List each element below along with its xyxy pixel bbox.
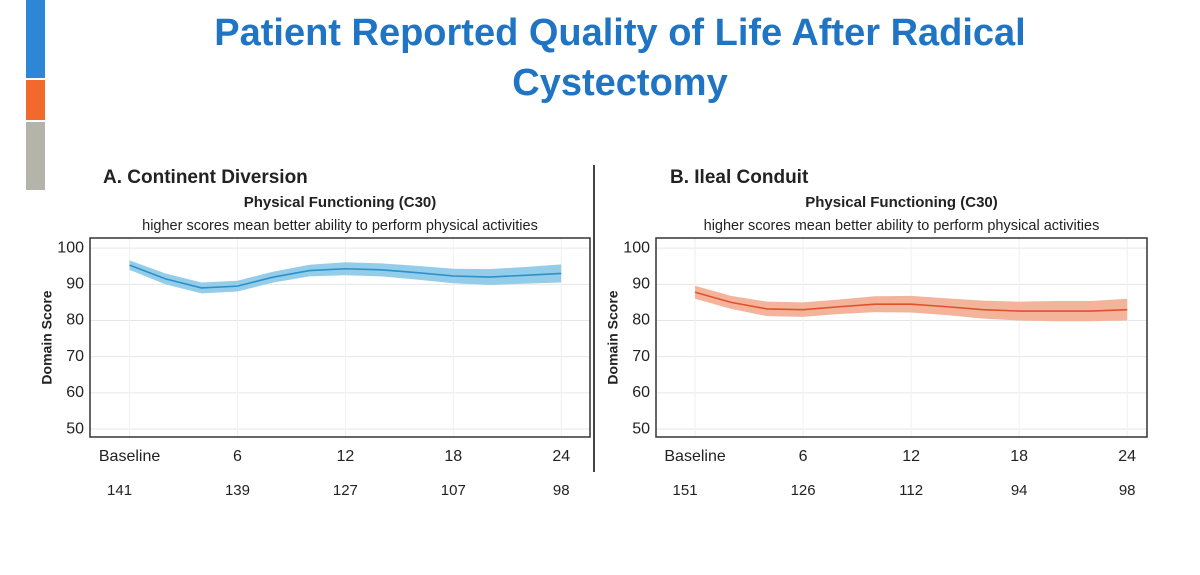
n-at-risk: 107 [441,482,466,499]
y-tick-label: 70 [632,348,650,365]
n-at-risk: 94 [1011,482,1028,499]
y-tick-label: 100 [623,239,650,256]
accent-bar [26,122,45,190]
y-tick-label: 70 [66,348,84,365]
x-tick-label: Baseline [664,448,725,465]
x-tick-label: 24 [1118,448,1136,465]
x-tick-label: Baseline [99,448,160,465]
slide-title: Patient Reported Quality of Life After R… [214,12,1026,104]
y-tick-label: 90 [66,276,84,293]
n-at-risk: 141 [107,482,132,499]
panel-subtitle: Physical Functioning (C30) [805,194,998,211]
panel-title: B. Ileal Conduit [670,167,809,188]
panel-note: higher scores mean better ability to per… [142,218,538,234]
x-tick-label: 6 [233,448,242,465]
line [694,291,1128,312]
x-tick-label: 12 [336,448,354,465]
panel-subtitle: Physical Functioning (C30) [244,194,437,211]
panel-note: higher scores mean better ability to per… [704,218,1100,234]
n-at-risk: 139 [225,482,250,499]
x-tick-label: 6 [799,448,808,465]
y-tick-label: 100 [57,239,84,256]
y-tick-label: 50 [632,420,650,437]
n-at-risk: 98 [1119,482,1136,499]
y-tick-label: 80 [66,312,84,329]
n-at-risk: 127 [333,482,358,499]
n-at-risk: 98 [553,482,570,499]
n-at-risk: 112 [899,482,923,499]
y-tick-label: 60 [632,384,650,401]
plot-frame [655,237,1148,438]
y-tick-label: 80 [632,312,650,329]
accent-bar [26,0,45,78]
x-tick-label: 18 [1010,448,1028,465]
panel-title: A. Continent Diversion [103,167,308,188]
n-at-risk: 151 [673,482,698,499]
y-tick-label: 60 [66,384,84,401]
x-tick-label: 24 [552,448,570,465]
x-tick-label: 18 [444,448,462,465]
plot-frame [89,237,591,438]
x-tick-label: 12 [902,448,920,465]
accent-bar [26,80,45,120]
n-at-risk: 126 [791,482,816,499]
y-tick-label: 90 [632,276,650,293]
line [129,264,562,289]
y-axis-label: Domain Score [605,290,621,384]
y-axis-label: Domain Score [39,290,55,384]
confidence-band [129,260,562,294]
y-tick-label: 50 [66,420,84,437]
